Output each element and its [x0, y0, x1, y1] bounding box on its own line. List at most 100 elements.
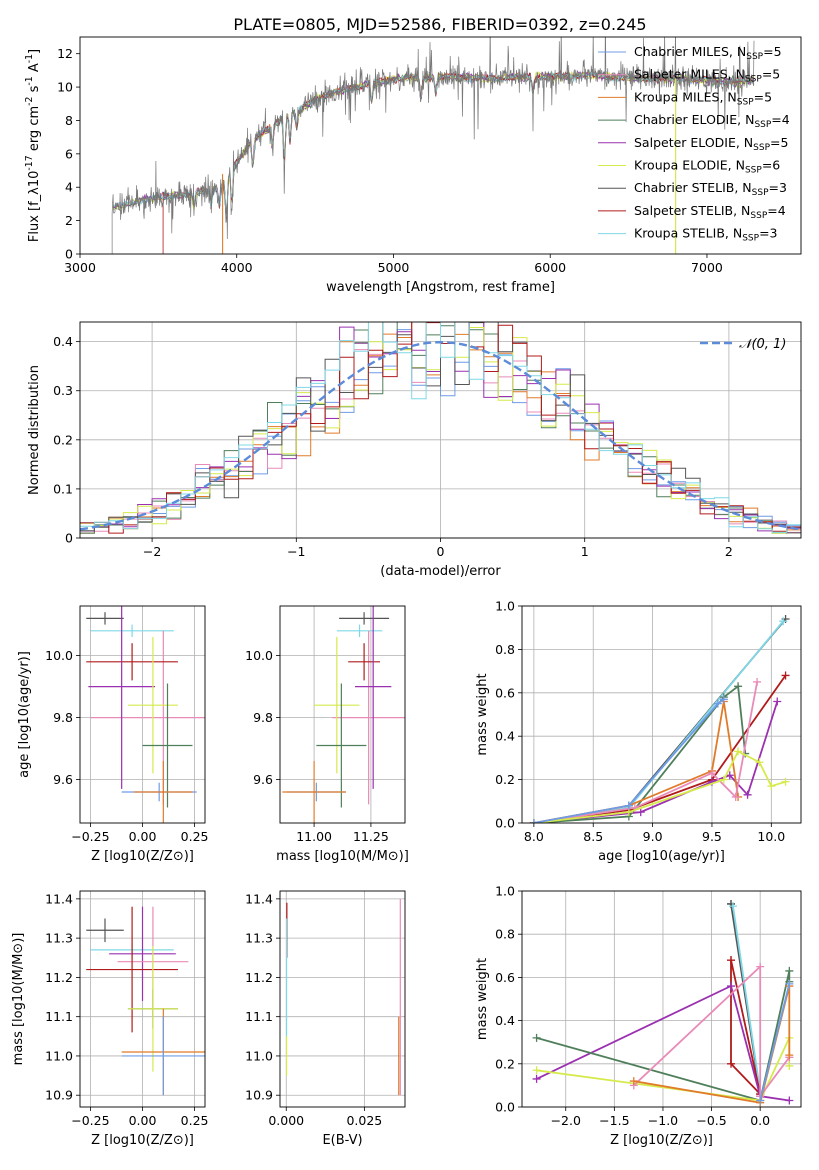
- legend-label-kroupa_miles: Kroupa MILES, NSSP​=5: [634, 89, 772, 107]
- weight-marker-chabrier_miles: [785, 979, 794, 988]
- weight-marker-salpeter_stelib: [781, 671, 790, 680]
- y-tick-label: 6: [65, 146, 73, 161]
- legend-label-gaussian: 𝒩(0, 1): [739, 337, 786, 352]
- y-axis-label: mass weight: [475, 958, 490, 1040]
- weight-line-chabrier_elodie: [536, 970, 791, 1102]
- y-tick-label: 11.4: [45, 891, 73, 906]
- weight-marker-chabrier_elodie: [785, 966, 794, 975]
- x-tick-label: 4000: [221, 260, 253, 275]
- x-tick-label: 1: [581, 544, 589, 559]
- errorbar-kroupa_stelib: [90, 624, 174, 637]
- z-vs-weight-marks: [532, 899, 794, 1107]
- z-vs-mass-marks: [86, 906, 205, 1096]
- weight-marker-salpeter_miles: [756, 962, 765, 971]
- z-vs-age-marks: [86, 606, 205, 823]
- x-axis-label: Z [log10(Z/Z⊙)]: [91, 1133, 194, 1148]
- x-axis-label: Z [log10(Z/Z⊙)]: [610, 1133, 713, 1148]
- errorbar-salpeter_elodie: [88, 606, 155, 789]
- errorbar-salpeter_stelib: [348, 643, 380, 681]
- weight-marker-chabrier_miles: [529, 819, 538, 823]
- x-tick-label: −0.25: [71, 1113, 109, 1128]
- y-axis-label: mass weight: [475, 673, 490, 755]
- y-axis-label: Normed distribution: [27, 365, 42, 495]
- y-tick-label: 0.4: [495, 1013, 515, 1028]
- x-tick-label: 7000: [691, 260, 723, 275]
- x-tick-label: 0.25: [181, 829, 209, 844]
- y-axis-label: mass [log10(M/M⊙)]: [11, 933, 26, 1066]
- errorbar-salpeter_stelib: [86, 643, 178, 681]
- z-vs-age-axes: −0.25 0.00 0.25 9.6 9.8 10.0 Z [log10(Z/Z⊙)] ag…: [17, 605, 209, 864]
- y-tick-label: 11.4: [245, 891, 273, 906]
- errorbar-kroupa_elodie: [127, 945, 178, 1072]
- x-tick-label: 3000: [64, 260, 96, 275]
- z-vs-weight-border: [521, 890, 802, 1108]
- mass-vs-age-frame: 11.00 11.25 9.6 9.8 10.0 mass [log10(M/M⊙)]: [245, 605, 409, 864]
- y-tick-label: 1.0: [495, 884, 515, 899]
- weight-line-kroupa_elodie: [533, 750, 786, 823]
- x-tick-label: 0.025: [346, 1113, 382, 1128]
- y-tick-label: 0.0: [495, 816, 515, 831]
- legend-label-chabrier_miles: Chabrier MILES, NSSP​=5: [634, 44, 782, 62]
- y-tick-label: 10.9: [45, 1088, 73, 1103]
- weight-marker-salpeter_elodie: [743, 790, 752, 799]
- errorbar-kroupa_elodie: [127, 637, 178, 774]
- weight-marker-salpeter_miles: [731, 792, 740, 801]
- spectrum-marks: [111, 37, 755, 254]
- errorbar-chabrier_stelib: [86, 918, 124, 943]
- mass-vs-age-marks: [282, 606, 405, 823]
- x-axis-label: (data-model)/error: [380, 564, 501, 579]
- x-tick-label: −2.0: [551, 1113, 581, 1128]
- weight-line-salpeter_elodie: [533, 701, 779, 823]
- errorbar-chabrier_miles: [121, 1016, 205, 1096]
- weight-marker-kroupa_elodie: [734, 747, 743, 756]
- x-axis-label: Z [log10(Z/Z⊙)]: [91, 849, 194, 864]
- weight-marker-kroupa_miles: [785, 1051, 794, 1060]
- ebv-vs-mass-frame: 0.000 0.025 10.9 11.0 11.1 11.2 11.3 11.4 E(B-V): [245, 890, 406, 1148]
- y-tick-label: 0: [65, 531, 73, 546]
- weight-marker-kroupa_miles: [629, 1077, 638, 1086]
- weight-marker-chabrier_elodie: [734, 682, 743, 691]
- mass-vs-age-grid: [280, 606, 405, 823]
- x-tick-label: 8.5: [583, 829, 603, 844]
- weight-line-salpeter_elodie: [536, 984, 790, 1102]
- y-tick-label: 0.8: [495, 927, 515, 942]
- weight-marker-salpeter_elodie: [773, 697, 782, 706]
- y-axis-label: Flux [f_λ10-17​ erg cm-2​ s-1​ A-1​]: [24, 49, 42, 242]
- z-vs-mass-frame: −0.25 0.00 0.25 10.9 11.0 11.1 11.2 11.3 11.4 Z […: [11, 890, 209, 1148]
- ebv-vs-mass-axes: 0.000 0.025 10.9 11.0 11.1 11.2 11.3 11.4 E(B-V): [245, 890, 406, 1148]
- y-tick-label: 11.2: [45, 970, 73, 985]
- errorbar-kroupa_elodie: [314, 637, 360, 774]
- x-tick-label: −0.5: [696, 1113, 726, 1128]
- residuals-legend: 𝒩(0, 1): [700, 337, 786, 352]
- y-tick-label: 11.0: [245, 1048, 273, 1063]
- weight-line-kroupa_stelib: [732, 905, 762, 1093]
- weight-marker-chabrier_miles: [756, 1096, 765, 1105]
- x-tick-label: 2: [725, 544, 733, 559]
- spectrum-border: [79, 36, 802, 255]
- weight-marker-chabrier_miles: [719, 695, 728, 704]
- legend-label-kroupa_stelib: Kroupa STELIB, NSSP​=3: [634, 226, 778, 244]
- x-tick-label: 5000: [378, 260, 410, 275]
- errorbar-chabrier_elodie: [316, 683, 367, 808]
- x-tick-label: −0.25: [71, 829, 109, 844]
- z-vs-age-grid: [80, 606, 205, 823]
- y-tick-label: 9.6: [53, 772, 73, 787]
- weight-marker-salpeter_elodie: [725, 771, 734, 780]
- weight-marker-chabrier_elodie: [532, 1033, 541, 1042]
- y-tick-label: 11.3: [45, 931, 73, 946]
- plot-layer: 3000 4000 5000 6000 7000024681012wavelength …: [11, 36, 802, 1148]
- residuals-frame: −2 −1 0 1 2 0 0.1 0.2 0.3 0.4 (data-model)/error No…: [27, 321, 802, 579]
- weight-line-kroupa_miles: [533, 701, 739, 823]
- ebv-vs-mass-border: [279, 890, 406, 1108]
- x-axis-label: wavelength [Angstrom, rest frame]: [326, 280, 555, 295]
- histogram-chabrier_stelib: [80, 322, 801, 534]
- y-tick-label: 9.8: [253, 710, 273, 725]
- weight-marker-salpeter_elodie: [785, 1096, 794, 1105]
- errorbar-kroupa_miles: [282, 761, 346, 823]
- age-vs-weight-grid: [522, 605, 801, 824]
- x-tick-label: 0.0: [750, 1113, 770, 1128]
- age-vs-weight-frame: 8.0 8.5 9.0 9.5 10.0 0.0 0.2 0.4 0.6 0.8 1.0 age [l…: [475, 599, 802, 864]
- x-tick-label: 6000: [534, 260, 566, 275]
- x-axis-label: mass [log10(M/M⊙)]: [276, 849, 409, 864]
- spectrum-axes: 3000 4000 5000 6000 7000 0 2 4 6 8 10 12 wavelength …: [24, 36, 802, 295]
